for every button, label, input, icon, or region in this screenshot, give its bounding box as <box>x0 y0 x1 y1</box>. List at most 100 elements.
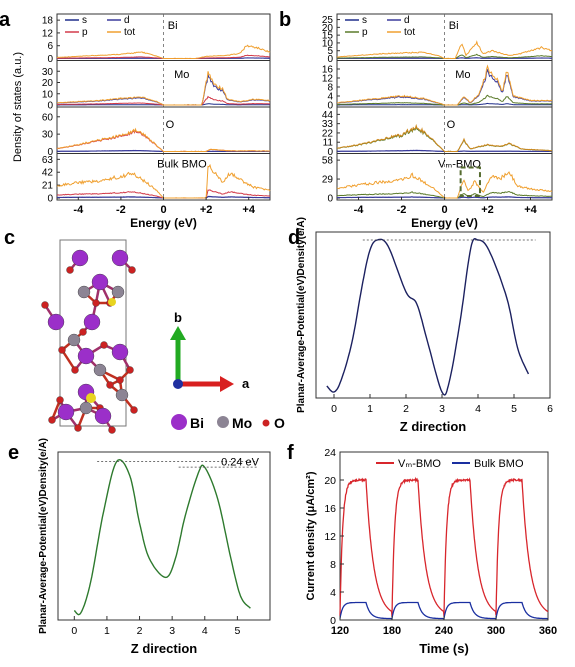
o-atom <box>71 366 79 374</box>
x-tick-label: -2 <box>116 204 126 216</box>
mo-legend-label: Mo <box>232 415 252 431</box>
total-dos-line <box>337 123 553 153</box>
plot-frame <box>315 231 551 399</box>
x-tick-label: 1 <box>367 403 373 415</box>
x-tick-label: 4 <box>475 403 481 415</box>
axis-a-arrowhead <box>220 376 234 392</box>
y-tick-label: 11 <box>323 138 334 149</box>
x-tick-label: 0 <box>441 204 447 216</box>
y-tick-label: 22 <box>322 128 334 139</box>
axis-b-label: b <box>174 310 182 325</box>
y-tick-label: 63 <box>42 155 54 166</box>
y-tick-label: 29 <box>322 175 334 186</box>
y-tick-label: 10 <box>42 89 54 100</box>
panel-letter: b <box>279 9 291 31</box>
y-tick-label: 0 <box>330 615 336 627</box>
x-tick-label: 180 <box>383 625 401 637</box>
o-atom <box>100 341 108 349</box>
x-axis-label: Energy (eV) <box>411 216 478 230</box>
y-tick-label: 0 <box>327 54 333 65</box>
panel-letter: e <box>8 442 19 464</box>
x-tick-label: 6 <box>547 403 553 415</box>
y-tick-label: 0 <box>327 101 333 112</box>
y-tick-label: 4 <box>327 92 333 103</box>
o-legend-marker <box>262 419 270 427</box>
bi-atom <box>94 407 112 425</box>
y-tick-label: 0 <box>327 194 333 205</box>
total-dos-line <box>337 64 553 106</box>
y-tick-label: 25 <box>322 15 334 26</box>
x-tick-label: 2 <box>137 625 143 637</box>
panel-c: c b a Bi Mo O <box>4 227 285 434</box>
subpanel-label: Vₘ-BMO <box>438 159 481 171</box>
charge-density-blob <box>86 393 96 403</box>
total-dos-line <box>56 71 271 106</box>
o-atom <box>126 366 134 374</box>
panel-letter: a <box>0 9 11 31</box>
potential-curve <box>73 458 251 616</box>
o-atom <box>92 299 100 307</box>
y-tick-label: 33 <box>322 119 334 130</box>
x-tick-label: +4 <box>242 204 255 216</box>
x-axis-label: Z direction <box>400 419 467 434</box>
plot-frame <box>57 451 271 621</box>
legend-label: s <box>362 15 367 26</box>
x-tick-label: 300 <box>487 625 505 637</box>
legend-label: d <box>124 15 130 26</box>
subpanel-label: Bulk BMO <box>157 159 207 171</box>
x-tick-label: 5 <box>234 625 240 637</box>
y-axis-label: Planar-Average-Potential(eV)Density(e/A) <box>296 217 307 413</box>
panel-letter: d <box>288 227 300 249</box>
bi-atom <box>71 249 89 267</box>
subpanel-label: Mo <box>174 69 189 81</box>
y-tick-label: 20 <box>322 23 334 34</box>
o-atom <box>74 424 82 432</box>
o-atom <box>116 376 124 384</box>
atomic-bond <box>60 349 77 371</box>
subpanel-label: Bi <box>168 20 178 32</box>
x-tick-label: 3 <box>169 625 175 637</box>
panel-letter: c <box>4 227 15 249</box>
y-tick-label: 12 <box>42 28 54 39</box>
y-tick-label: 6 <box>47 41 53 52</box>
y-tick-label: 15 <box>322 31 334 42</box>
x-axis-label: Z direction <box>131 641 198 656</box>
x-tick-label: 4 <box>202 625 208 637</box>
axis-b-arrowhead <box>170 326 186 340</box>
o-atom <box>48 416 56 424</box>
o-atom <box>106 381 114 389</box>
y-tick-label: 12 <box>324 531 336 543</box>
x-tick-label: 5 <box>511 403 517 415</box>
y-tick-label: 20 <box>324 475 336 487</box>
y-tick-label: 30 <box>42 130 54 141</box>
charge-density-blob <box>108 298 116 306</box>
y-tick-label: 16 <box>322 65 334 76</box>
legend-label-vm-bmo: Vₘ-BMO <box>398 458 441 470</box>
y-tick-label: 8 <box>330 559 336 571</box>
legend-label: tot <box>404 27 415 38</box>
o-atom <box>41 301 49 309</box>
panel-letter: f <box>287 442 294 464</box>
panel-d: d 0 1 2 3 4 5 6 Z direction Planar-Average-Potent… <box>288 217 553 434</box>
o-legend-label: O <box>274 415 285 431</box>
bi-atom <box>91 273 109 291</box>
axis-origin <box>173 379 183 389</box>
x-tick-label: +2 <box>200 204 213 216</box>
total-dos-line <box>56 127 271 153</box>
x-tick-label: 1 <box>104 625 110 637</box>
y-tick-label: 58 <box>322 156 334 167</box>
subpanel-label: O <box>166 119 175 131</box>
x-tick-label: +4 <box>524 204 537 216</box>
energy-gap-annotation: 0.24 eV <box>221 456 260 468</box>
o-atom <box>108 426 116 434</box>
y-tick-label: 18 <box>42 16 54 27</box>
mo-atom <box>77 285 91 299</box>
o-atom <box>79 328 87 336</box>
panel-e: e 0 1 2 3 4 5 Z direction Planar-Average-Potenti… <box>8 438 271 656</box>
mo-atom <box>93 363 107 377</box>
legend-label: d <box>404 15 410 26</box>
potential-curve <box>326 237 530 396</box>
bi-atom <box>83 313 101 331</box>
